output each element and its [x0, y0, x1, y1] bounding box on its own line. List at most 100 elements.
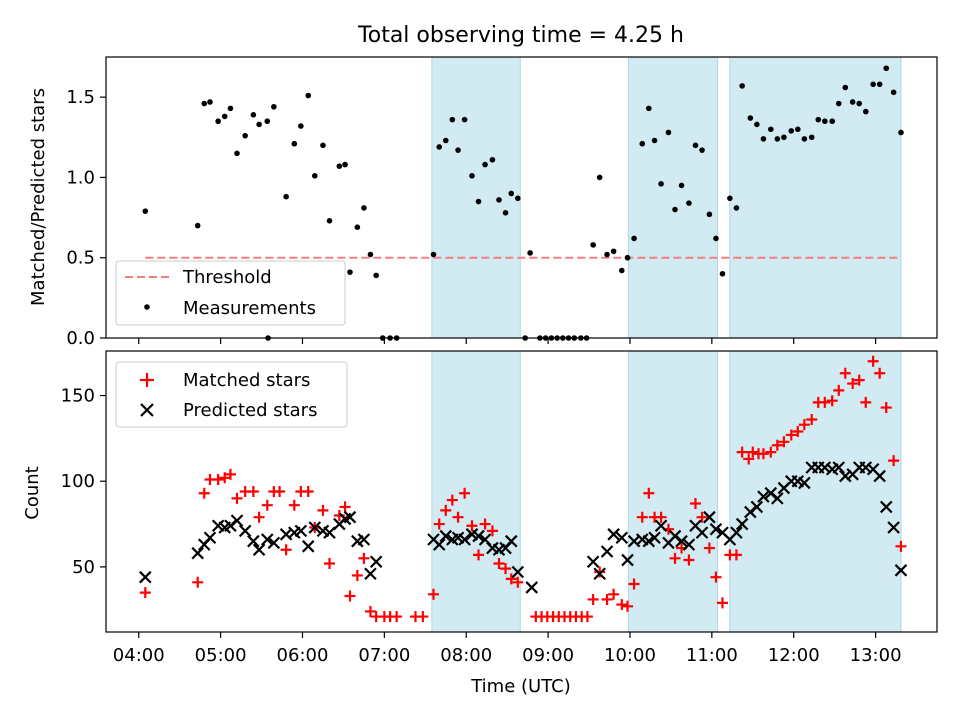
top-shaded-interval-0 [431, 56, 521, 339]
matched-star-point [198, 487, 210, 499]
predicted-star-point [301, 540, 315, 553]
predicted-star-point [525, 581, 539, 594]
matched-star-point [139, 587, 151, 599]
x-tick-label: 10:00 [604, 645, 656, 666]
measurement-point [430, 251, 437, 258]
measurement-point [194, 222, 201, 229]
measurement-point [455, 147, 461, 153]
measurement-point [489, 156, 496, 163]
matched-star-point [655, 511, 667, 523]
predicted-star-point [879, 500, 893, 514]
measurement-point [815, 116, 822, 123]
measurement-point [250, 112, 257, 118]
measurement-point [361, 205, 367, 211]
measurement-point [842, 84, 849, 91]
matched-star-point [669, 552, 681, 564]
bottom-shaded-intervals [431, 350, 902, 633]
measurement-point [475, 198, 482, 205]
bottom-legend-box [115, 361, 348, 428]
predicted-star-point [873, 469, 886, 483]
matched-star-point [351, 569, 363, 581]
predicted-star-point [458, 533, 471, 546]
top-shaded-interval-2 [729, 56, 902, 339]
measurement-point [713, 235, 719, 242]
measurement-point [768, 126, 774, 133]
predicted-star-point [675, 534, 688, 548]
predicted-star-point [586, 555, 600, 569]
matched-star-point [608, 588, 620, 600]
bottom-y-ticks: 50 100 150 [61, 386, 106, 578]
matched-star-point [212, 474, 224, 486]
measurement-point [665, 129, 672, 136]
predicted-star-point [267, 536, 281, 550]
matched-star-point [224, 468, 236, 480]
measurement-point [354, 224, 361, 231]
measurement-point [347, 269, 353, 275]
predicted-star-point [432, 538, 446, 551]
bottom-y-tick-label: 150 [61, 386, 95, 407]
measurement-point [747, 115, 754, 121]
predicted-star-point [642, 534, 656, 548]
predicted-star-point [472, 529, 485, 543]
predicted-star-point [511, 565, 525, 579]
matched-star-point [710, 571, 722, 583]
measurement-point [590, 242, 596, 248]
predicted-star-point [357, 533, 371, 546]
measurement-point [795, 126, 801, 133]
bottom-y-axis-label: Count [22, 466, 43, 519]
measurement-point [320, 142, 326, 149]
matched-star-point [288, 499, 300, 511]
predicted-star-point [730, 526, 743, 539]
matched-star-point [493, 557, 505, 569]
matched-star-point [505, 573, 517, 585]
matched-star-point [683, 554, 695, 566]
matched-star-point [324, 557, 336, 569]
predicted-star-point [504, 534, 518, 548]
measurements-legend-label: Measurements [183, 298, 316, 319]
measurement-point [862, 108, 869, 115]
measurement-points [142, 65, 904, 341]
matched-star-point [716, 597, 728, 609]
measurements-legend-swatch [144, 304, 150, 310]
top-y-tick-label: 0.5 [66, 248, 95, 269]
measurement-point [527, 250, 533, 256]
measurement-point [754, 121, 760, 128]
top-y-ticks: 0.0 0.5 1.0 1.5 [66, 87, 106, 349]
measurement-point [774, 136, 781, 142]
matched-legend-label: Matched stars [183, 370, 310, 391]
matched-star-point [696, 511, 708, 523]
measurement-point [706, 211, 713, 218]
matched-star-point [736, 446, 748, 458]
matched-star-point [778, 436, 790, 448]
predicted-star-point [294, 524, 308, 538]
measurement-point [508, 190, 515, 197]
matched-star-point [274, 486, 286, 497]
measurement-point [890, 89, 897, 96]
measurement-point [849, 99, 856, 105]
measurement-point [651, 137, 658, 144]
measurement-point [672, 206, 678, 213]
count-panel: 50 100 150 04:00 05:00 06:00 07:00 08:00 09:00 1… [22, 350, 938, 697]
matched-star-point [636, 511, 648, 523]
predicted-star-point [621, 553, 634, 567]
x-tick-label: 06:00 [277, 645, 329, 666]
measurement-point [618, 267, 625, 274]
predicted-star-point [607, 528, 620, 541]
matched-star-point [417, 611, 429, 623]
measurement-point [311, 173, 318, 179]
measurement-point [326, 217, 333, 224]
matched-star-point [500, 563, 512, 575]
matched-star-point [860, 396, 872, 408]
ratio-panel: 0.0 0.5 1.0 1.5 Matched/Predicted stars Thr… [28, 56, 938, 349]
bottom-shaded-interval-2 [729, 350, 902, 633]
matched-star-point [253, 511, 265, 523]
measurement-point [442, 137, 449, 144]
measurement-point [760, 136, 767, 142]
matched-star-point [247, 486, 259, 497]
matched-star-point [847, 378, 859, 390]
measurement-point [367, 251, 374, 258]
predicted-star-point [695, 526, 709, 539]
top-plot-frame [105, 56, 938, 339]
measurement-point [658, 181, 664, 187]
bottom-y-tick-label: 100 [61, 471, 95, 492]
